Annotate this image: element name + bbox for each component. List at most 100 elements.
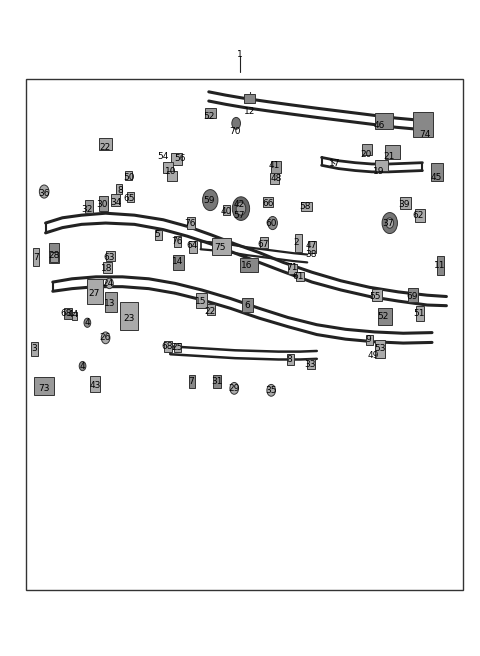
- Circle shape: [232, 197, 250, 220]
- Bar: [415, 209, 425, 222]
- Text: 2: 2: [294, 238, 300, 247]
- Text: 70: 70: [229, 127, 241, 136]
- Bar: [366, 335, 373, 345]
- Bar: [213, 375, 221, 388]
- Bar: [288, 264, 297, 274]
- Bar: [106, 251, 115, 261]
- Text: 66: 66: [262, 199, 274, 208]
- Bar: [242, 298, 253, 312]
- Text: 37: 37: [382, 218, 394, 228]
- Text: 30: 30: [96, 200, 108, 209]
- Text: 39: 39: [398, 200, 410, 209]
- Text: 50: 50: [123, 173, 134, 182]
- Text: 21: 21: [383, 152, 395, 161]
- Circle shape: [236, 202, 246, 215]
- Text: 6: 6: [244, 300, 250, 310]
- Text: 9: 9: [366, 335, 372, 344]
- Bar: [271, 161, 281, 173]
- Bar: [106, 292, 117, 312]
- Text: 55: 55: [370, 292, 381, 301]
- Bar: [308, 241, 316, 253]
- Text: 54: 54: [157, 152, 169, 161]
- Text: 63: 63: [104, 253, 115, 262]
- Bar: [34, 377, 54, 395]
- Bar: [31, 342, 38, 356]
- Bar: [223, 205, 230, 215]
- Bar: [33, 248, 39, 266]
- Bar: [127, 192, 134, 202]
- Text: 71: 71: [286, 263, 298, 272]
- Circle shape: [230, 382, 239, 394]
- Text: 17: 17: [329, 159, 341, 169]
- Bar: [437, 256, 444, 275]
- Text: 65: 65: [123, 194, 134, 203]
- Text: 28: 28: [48, 251, 60, 260]
- Bar: [49, 243, 59, 263]
- Circle shape: [382, 213, 397, 234]
- Text: 35: 35: [265, 386, 277, 395]
- Bar: [378, 308, 392, 325]
- Bar: [90, 376, 100, 392]
- Text: 42: 42: [233, 200, 245, 209]
- Bar: [196, 293, 207, 308]
- Bar: [174, 343, 181, 352]
- Bar: [244, 94, 255, 103]
- Text: 26: 26: [99, 333, 110, 342]
- Text: 15: 15: [195, 297, 206, 306]
- Text: 14: 14: [172, 256, 183, 266]
- Text: 31: 31: [211, 377, 223, 386]
- Bar: [171, 153, 182, 165]
- Circle shape: [101, 332, 110, 344]
- Bar: [125, 171, 132, 180]
- Text: 52: 52: [377, 312, 389, 321]
- Bar: [99, 196, 108, 211]
- Text: 7: 7: [188, 377, 194, 386]
- Circle shape: [386, 218, 394, 228]
- Bar: [164, 341, 172, 352]
- Bar: [103, 262, 112, 273]
- Text: 36: 36: [38, 189, 50, 198]
- Bar: [375, 340, 385, 358]
- Circle shape: [84, 318, 91, 327]
- Text: 25: 25: [171, 343, 182, 352]
- Text: 58: 58: [299, 202, 311, 211]
- Text: 11: 11: [434, 261, 445, 270]
- Text: 69: 69: [406, 292, 418, 301]
- Text: 68: 68: [60, 309, 72, 318]
- Text: 40: 40: [221, 207, 232, 216]
- Circle shape: [267, 384, 276, 396]
- Bar: [64, 308, 72, 319]
- Text: 5: 5: [155, 230, 160, 239]
- Bar: [295, 234, 302, 252]
- Text: 53: 53: [374, 344, 386, 354]
- Text: 12: 12: [244, 107, 255, 116]
- Text: 38: 38: [305, 250, 317, 259]
- Text: 4: 4: [80, 361, 85, 371]
- Text: 52: 52: [203, 112, 215, 121]
- Text: 22: 22: [204, 307, 216, 316]
- Bar: [240, 258, 258, 272]
- Bar: [400, 197, 411, 209]
- Bar: [50, 252, 58, 262]
- Text: 45: 45: [430, 173, 442, 182]
- Bar: [174, 236, 181, 247]
- Text: 16: 16: [241, 260, 253, 270]
- Bar: [187, 217, 195, 229]
- Text: 75: 75: [214, 243, 226, 253]
- Text: 74: 74: [419, 130, 431, 139]
- Bar: [173, 255, 184, 270]
- Text: 61: 61: [293, 272, 304, 281]
- Text: 8: 8: [117, 186, 123, 195]
- Bar: [26, 79, 463, 590]
- Bar: [296, 272, 304, 281]
- Bar: [416, 306, 424, 321]
- Text: 73: 73: [38, 384, 50, 393]
- Bar: [301, 202, 312, 211]
- Text: 76: 76: [171, 237, 182, 246]
- Text: 46: 46: [373, 121, 385, 131]
- Text: 22: 22: [99, 143, 110, 152]
- Text: 48: 48: [270, 174, 282, 183]
- Text: 18: 18: [101, 264, 112, 274]
- Text: 27: 27: [88, 289, 99, 298]
- Bar: [385, 145, 400, 159]
